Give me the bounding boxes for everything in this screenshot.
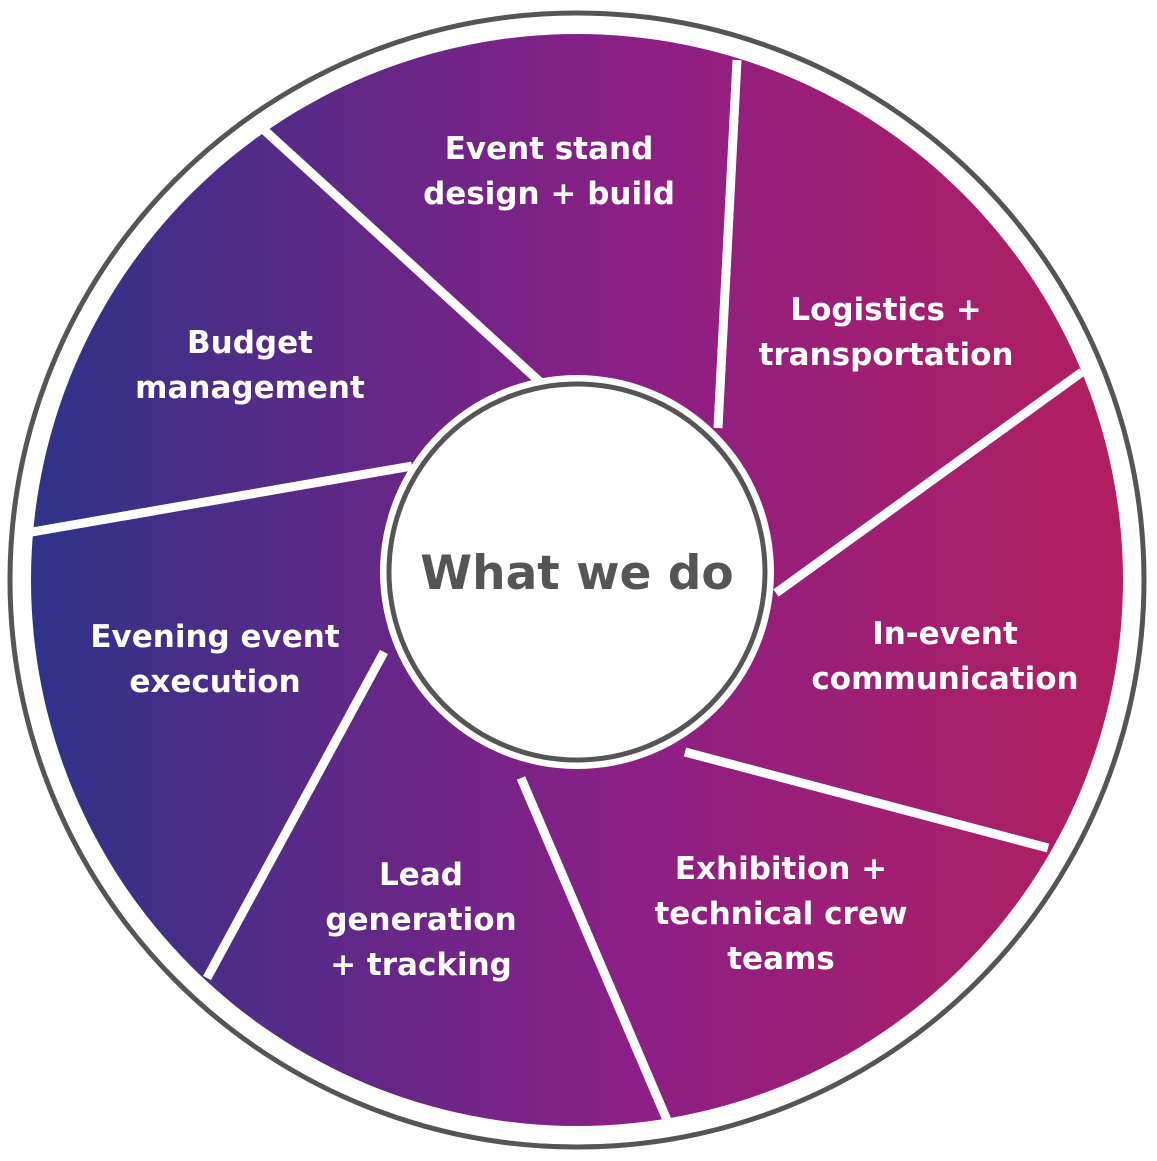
segment-label-line: technical crew xyxy=(654,896,907,932)
segment-label-line: Budget xyxy=(187,325,313,361)
segment-divider xyxy=(203,649,388,981)
segment-label-line: + tracking xyxy=(330,947,512,983)
segment-divider xyxy=(516,776,672,1122)
segment-label-line: execution xyxy=(129,664,300,700)
center-label: What we do xyxy=(420,546,733,601)
segment-divider xyxy=(773,368,1085,597)
segment-label-line: design + build xyxy=(423,176,675,212)
segment-label-logistics: Logistics + transportation xyxy=(759,292,1014,373)
segment-divider xyxy=(31,461,413,537)
segment-label-line: Logistics + xyxy=(790,292,981,328)
segment-label-line: Event stand xyxy=(445,131,654,167)
segment-label-event-stand: Event stand design + build xyxy=(423,131,675,212)
segment-label-line: In-event xyxy=(872,616,1018,652)
segment-label-evening-event: Evening event execution xyxy=(90,619,339,700)
center-circle-ring xyxy=(386,381,768,763)
segment-divider xyxy=(683,747,1050,853)
segment-label-line: transportation xyxy=(759,337,1014,373)
segment-label-line: Exhibition + xyxy=(675,851,887,887)
segment-label-line: teams xyxy=(727,941,835,977)
segment-label-exhibition: Exhibition + technical crew teams xyxy=(654,851,907,977)
segment-label-budget: Budget management xyxy=(135,325,365,406)
segment-label-in-event: In-event communication xyxy=(811,616,1078,697)
segment-label-line: Evening event xyxy=(90,619,339,655)
segment-label-lead-generation: Lead generation + tracking xyxy=(325,857,516,983)
center-circle xyxy=(380,375,774,769)
segment-label-line: generation xyxy=(325,902,516,938)
segment-divider xyxy=(713,59,742,429)
segment-dividers xyxy=(31,59,1085,1122)
segment-label-line: Lead xyxy=(379,857,463,893)
segment-label-line: communication xyxy=(811,661,1078,697)
segment-divider xyxy=(258,124,544,386)
segment-labels: Event stand design + build Logistics + tran… xyxy=(90,131,1078,983)
segment-label-line: management xyxy=(135,370,365,406)
